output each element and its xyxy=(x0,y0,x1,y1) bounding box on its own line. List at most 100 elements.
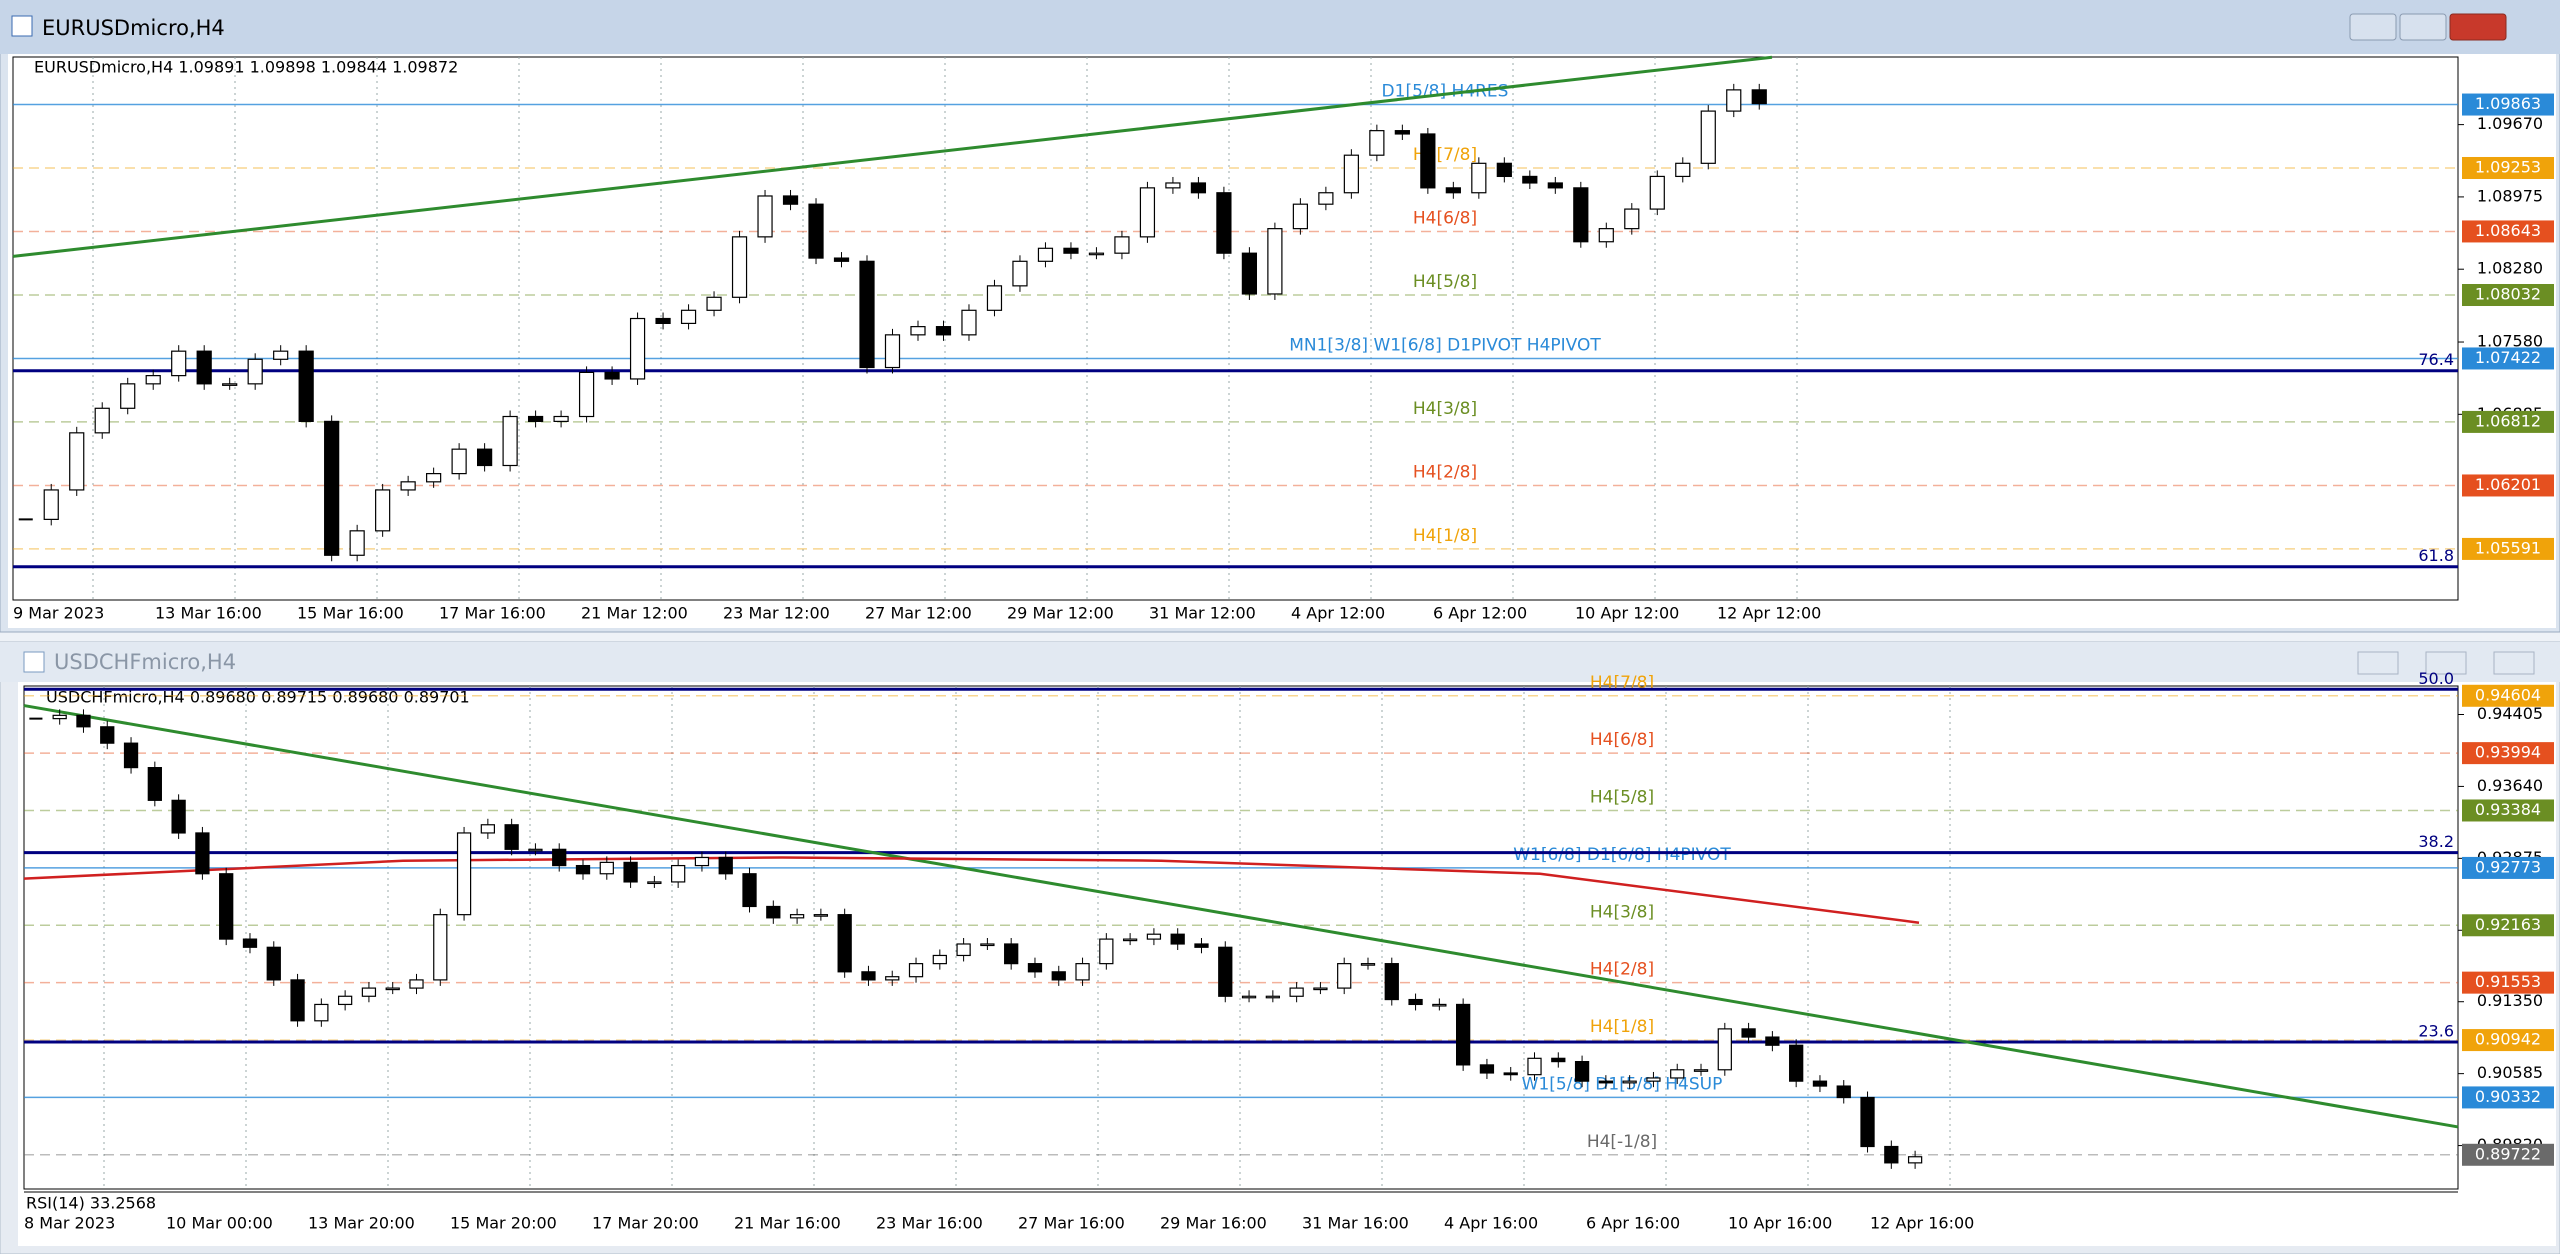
x-tick-label: 17 Mar 20:00 xyxy=(592,1214,699,1233)
price-tag-label: 0.92773 xyxy=(2475,857,2541,876)
candle xyxy=(575,864,591,875)
x-tick-label: 31 Mar 12:00 xyxy=(1149,604,1256,623)
level-label: H4[5/8] xyxy=(1413,272,1477,292)
x-tick-label: 23 Mar 12:00 xyxy=(723,604,830,623)
candle xyxy=(782,195,799,205)
candle xyxy=(1432,1003,1447,1007)
candle xyxy=(314,1003,329,1022)
candle xyxy=(145,375,161,385)
candle xyxy=(1122,938,1138,942)
candle xyxy=(1622,1080,1637,1084)
candle xyxy=(290,979,305,1022)
price-tag xyxy=(2462,1143,2554,1166)
candle xyxy=(528,848,543,852)
candle xyxy=(477,448,493,467)
candle xyxy=(961,309,977,336)
candle xyxy=(120,383,136,409)
candle xyxy=(986,285,1003,311)
candle xyxy=(1194,943,1209,948)
price-tag xyxy=(2462,284,2554,307)
candle xyxy=(1114,236,1130,254)
minimize-button[interactable] xyxy=(2349,13,2397,41)
candle xyxy=(1241,995,1257,999)
y-tick-label: 1.09670 xyxy=(2477,114,2543,133)
candle xyxy=(1146,933,1162,940)
candle xyxy=(1360,963,1376,966)
window-icon xyxy=(23,651,45,673)
candle xyxy=(1717,1028,1732,1071)
price-tag xyxy=(2462,684,2554,707)
x-tick-label: 23 Mar 16:00 xyxy=(876,1214,983,1233)
price-tag-label: 0.89722 xyxy=(2475,1144,2541,1163)
level-label: H4[6/8] xyxy=(1590,730,1654,750)
price-tag xyxy=(2462,914,2554,937)
candle xyxy=(247,358,263,385)
maximize-button[interactable] xyxy=(2399,13,2447,41)
x-tick-label: 10 Apr 16:00 xyxy=(1728,1214,1832,1233)
candle xyxy=(69,432,85,491)
candle xyxy=(980,943,995,947)
candle xyxy=(1765,1036,1780,1046)
candle xyxy=(1649,175,1665,210)
candle xyxy=(1471,162,1487,194)
candle xyxy=(1420,133,1436,189)
candle xyxy=(298,350,314,422)
candle xyxy=(1907,1156,1923,1164)
candle xyxy=(100,726,115,744)
y-tick-label: 1.08975 xyxy=(2477,186,2543,205)
candle xyxy=(553,415,569,422)
level-label: H4[-1/8] xyxy=(1587,1132,1657,1152)
y-tick-label: 1.08280 xyxy=(2477,259,2543,278)
title-bar xyxy=(0,642,2560,682)
level-label: MN1[3/8] W1[6/8] D1PIVOT H4PIVOT xyxy=(1289,335,1601,355)
candle xyxy=(171,799,186,834)
price-tag xyxy=(2462,410,2554,433)
candle xyxy=(242,938,258,948)
candle xyxy=(757,195,773,238)
candle xyxy=(409,979,424,989)
price-tag-label: 1.08643 xyxy=(2475,221,2541,240)
level-label: H4[3/8] xyxy=(1590,902,1654,922)
candle xyxy=(1693,1069,1709,1072)
price-tag-label: 1.05591 xyxy=(2475,538,2541,557)
maximize-button[interactable] xyxy=(2425,651,2467,675)
fib-label: 50.0 xyxy=(2418,669,2454,688)
candle xyxy=(123,742,139,769)
level-label: H4[7/8] xyxy=(1590,673,1654,693)
candle xyxy=(837,914,852,973)
candle xyxy=(1037,247,1054,262)
price-tag-label: 0.92163 xyxy=(2475,915,2541,934)
candle xyxy=(1503,1072,1518,1076)
price-tag-label: 0.94604 xyxy=(2475,685,2541,704)
candle xyxy=(932,954,947,965)
candle xyxy=(1216,192,1232,254)
x-tick-label: 4 Apr 16:00 xyxy=(1444,1214,1538,1233)
candle xyxy=(502,415,518,467)
candle xyxy=(433,914,448,981)
candle xyxy=(426,473,442,483)
price-tag xyxy=(2462,220,2554,243)
plot-border xyxy=(23,685,2459,1190)
candle xyxy=(552,848,567,867)
candle xyxy=(1088,252,1105,256)
candle xyxy=(655,317,671,325)
candle xyxy=(1170,933,1185,945)
close-button[interactable] xyxy=(2449,13,2507,41)
fib-label: 76.4 xyxy=(2418,350,2454,369)
minimize-button[interactable] xyxy=(2357,651,2399,675)
x-tick-label: 10 Apr 12:00 xyxy=(1575,604,1679,623)
price-tag xyxy=(2462,537,2554,560)
candle xyxy=(1726,89,1742,112)
candle xyxy=(599,861,614,875)
candle xyxy=(349,530,365,556)
x-tick-label: 10 Mar 00:00 xyxy=(166,1214,273,1233)
candle xyxy=(910,326,926,336)
price-tag-label: 1.09863 xyxy=(2475,94,2541,113)
candle xyxy=(1343,154,1359,194)
price-tag-label: 1.06812 xyxy=(2475,411,2541,430)
fib-label: 23.6 xyxy=(2418,1021,2454,1040)
price-tag xyxy=(2462,799,2554,822)
close-button[interactable] xyxy=(2493,651,2535,675)
candle xyxy=(908,963,924,978)
